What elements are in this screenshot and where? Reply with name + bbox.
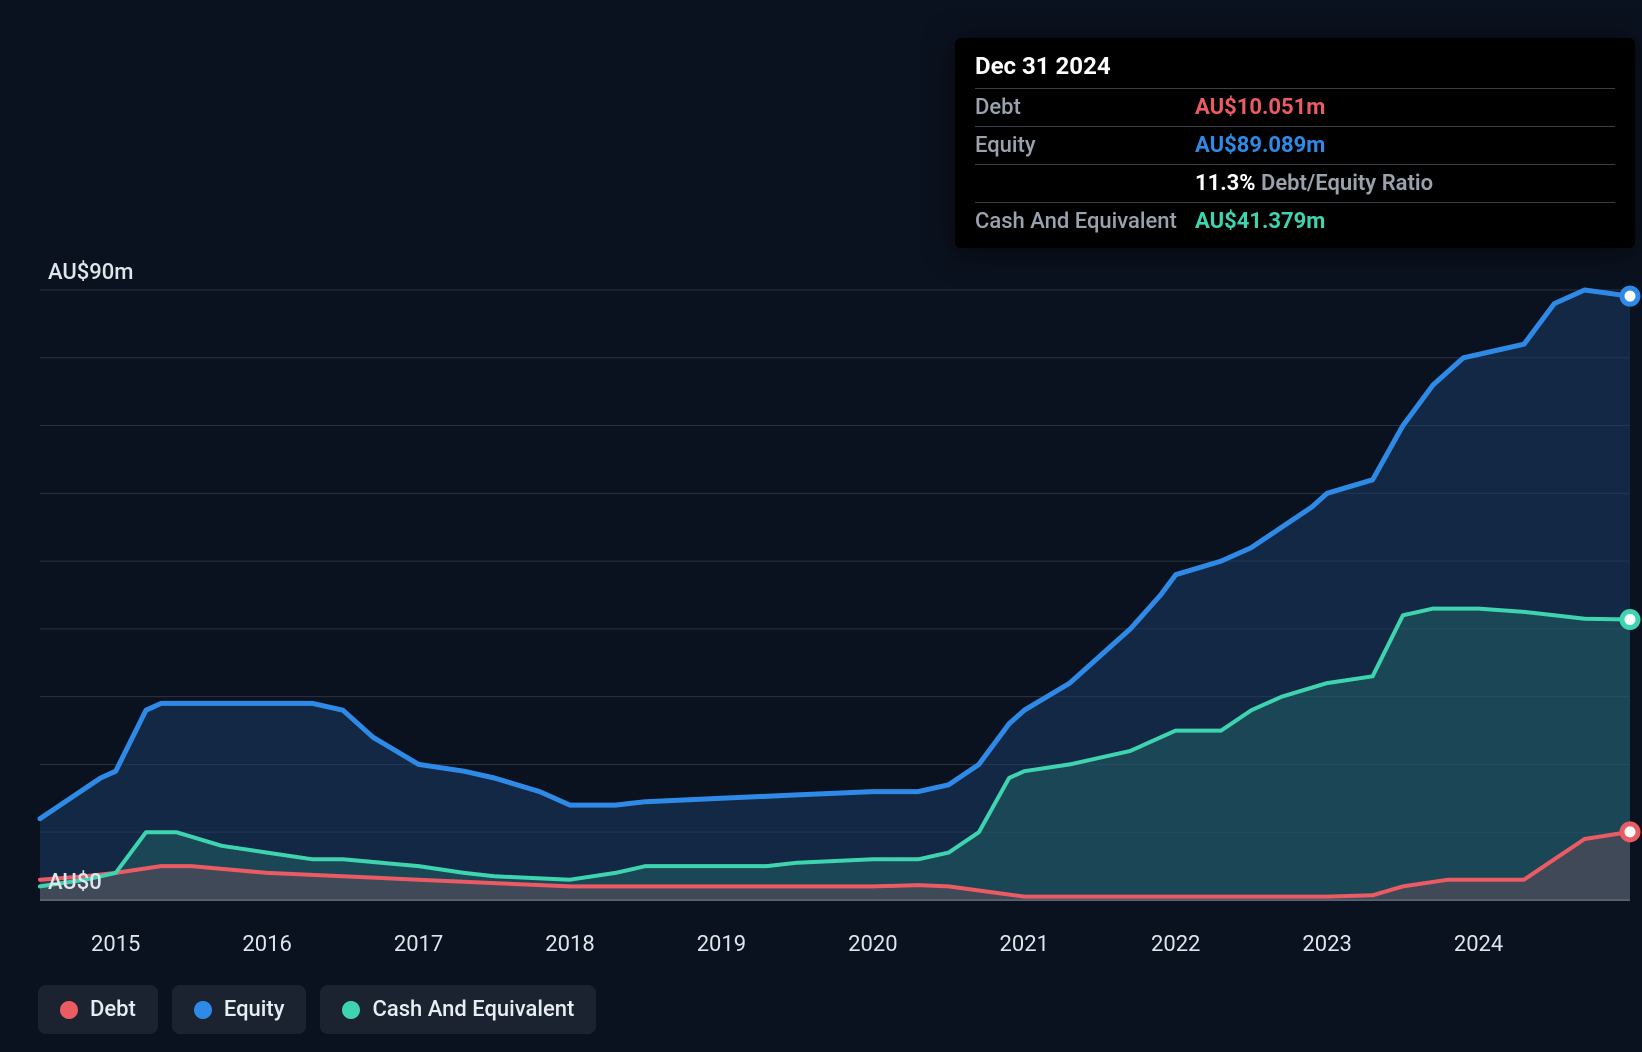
tooltip-row: 11.3% Debt/Equity Ratio [975, 164, 1615, 202]
tooltip-row: Cash And EquivalentAU$41.379m [975, 202, 1615, 240]
end-marker-debt [1622, 824, 1638, 840]
legend-item-cash[interactable]: Cash And Equivalent [320, 985, 596, 1034]
tooltip-row-label: Cash And Equivalent [975, 209, 1195, 234]
x-axis-label: 2023 [1302, 932, 1351, 957]
x-axis-label: 2020 [848, 932, 897, 957]
legend-swatch [342, 1001, 360, 1019]
legend-item-debt[interactable]: Debt [38, 985, 158, 1034]
tooltip-row-value: 11.3% Debt/Equity Ratio [1195, 171, 1433, 196]
x-axis-label: 2015 [91, 932, 140, 957]
legend-label: Cash And Equivalent [372, 997, 574, 1022]
legend-item-equity[interactable]: Equity [172, 985, 307, 1034]
legend-swatch [194, 1001, 212, 1019]
legend-label: Debt [90, 997, 136, 1022]
tooltip-row-label: Debt [975, 95, 1195, 120]
chart-tooltip: Dec 31 2024 DebtAU$10.051mEquityAU$89.08… [955, 38, 1635, 248]
end-marker-cash [1622, 612, 1638, 628]
chart-container: AU$90m AU$0 2015 2016 2017 2018 2019 2020 2021 2… [0, 0, 1642, 1052]
x-axis-label: 2016 [242, 932, 291, 957]
x-axis-label: 2022 [1151, 932, 1200, 957]
tooltip-row-value: AU$10.051m [1195, 95, 1325, 120]
y-axis-label: AU$0 [48, 870, 102, 895]
y-axis-label: AU$90m [48, 260, 133, 285]
legend-label: Equity [224, 997, 285, 1022]
legend-swatch [60, 1001, 78, 1019]
tooltip-date: Dec 31 2024 [975, 52, 1615, 80]
tooltip-row: DebtAU$10.051m [975, 88, 1615, 126]
tooltip-row-value: AU$89.089m [1195, 133, 1325, 158]
tooltip-row-label: Equity [975, 133, 1195, 158]
x-axis-label: 2018 [545, 932, 594, 957]
x-axis-label: 2024 [1454, 932, 1503, 957]
tooltip-row: EquityAU$89.089m [975, 126, 1615, 164]
chart-legend: Debt Equity Cash And Equivalent [38, 985, 596, 1034]
end-marker-equity [1622, 288, 1638, 304]
x-axis-label: 2017 [394, 932, 443, 957]
x-axis-label: 2019 [697, 932, 746, 957]
tooltip-row-value: AU$41.379m [1195, 209, 1325, 234]
x-axis-label: 2021 [1000, 932, 1049, 957]
tooltip-rows: DebtAU$10.051mEquityAU$89.089m11.3% Debt… [975, 88, 1615, 240]
